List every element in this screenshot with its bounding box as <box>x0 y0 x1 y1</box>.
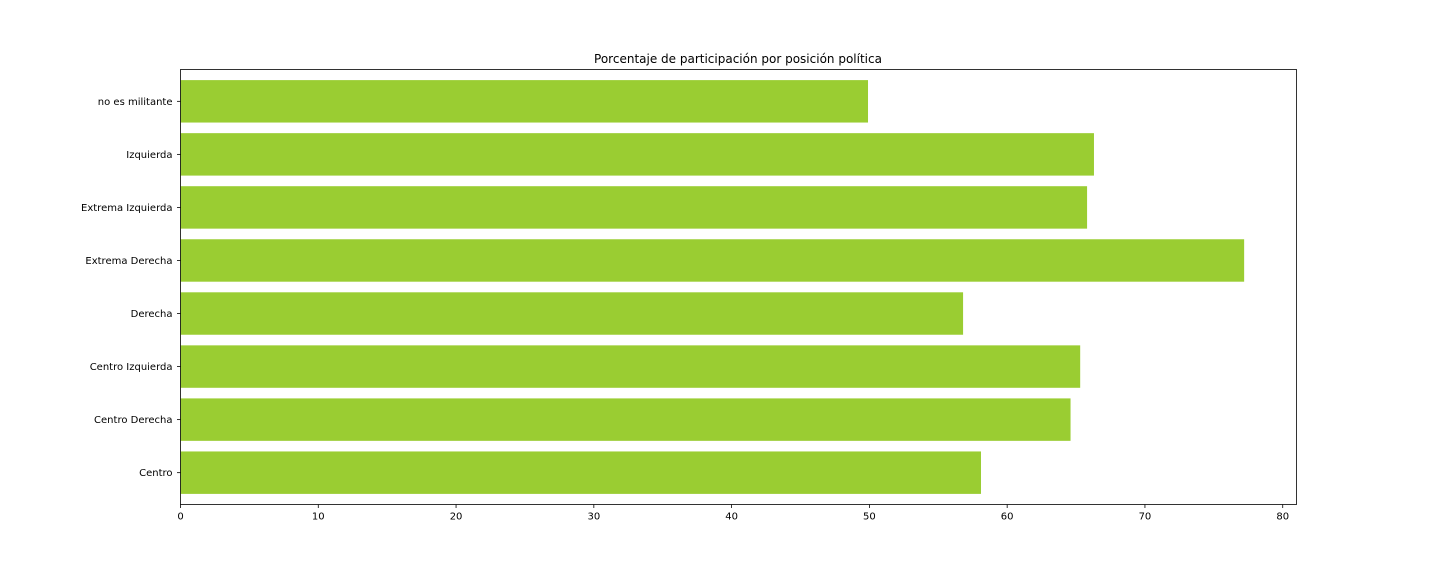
bar <box>180 292 964 335</box>
bars-layer <box>180 80 1245 494</box>
y-tick-label: Centro Izquierda <box>90 362 173 373</box>
y-tick-label: Extrema Izquierda <box>81 203 172 214</box>
x-tick-label: 10 <box>312 512 325 523</box>
y-tick-label: Derecha <box>131 309 173 320</box>
x-tick-label: 20 <box>450 512 463 523</box>
x-tick-label: 30 <box>587 512 600 523</box>
bar <box>180 80 869 123</box>
plot-frame <box>180 69 1297 505</box>
y-tick-label: Izquierda <box>126 150 172 161</box>
x-tick-label: 40 <box>725 512 738 523</box>
axes-layer <box>180 69 1297 505</box>
bar <box>180 398 1071 441</box>
x-tick-label: 60 <box>1001 512 1014 523</box>
y-tick-label: Extrema Derecha <box>85 256 172 267</box>
x-tick-label: 0 <box>177 512 183 523</box>
x-tick-label: 80 <box>1276 512 1289 523</box>
bar <box>180 239 1245 282</box>
bar <box>180 133 1094 176</box>
x-tick-label: 70 <box>1139 512 1152 523</box>
bar <box>180 345 1081 388</box>
y-axis: Centro Centro Derecha Centro Izquierda Dere… <box>81 97 181 479</box>
bar <box>180 451 981 494</box>
chart-title: Porcentaje de participación por posición… <box>594 52 882 66</box>
x-axis: 0 10 20 30 40 50 60 70 80 <box>177 504 1289 523</box>
bar <box>180 186 1088 229</box>
x-tick-label: 50 <box>863 512 876 523</box>
y-tick-label: Centro <box>139 468 172 479</box>
y-tick-label: Centro Derecha <box>94 415 172 426</box>
y-tick-label: no es militante <box>98 97 173 108</box>
